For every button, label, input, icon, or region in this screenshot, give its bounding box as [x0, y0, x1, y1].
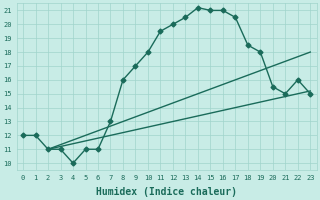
X-axis label: Humidex (Indice chaleur): Humidex (Indice chaleur): [96, 186, 237, 197]
